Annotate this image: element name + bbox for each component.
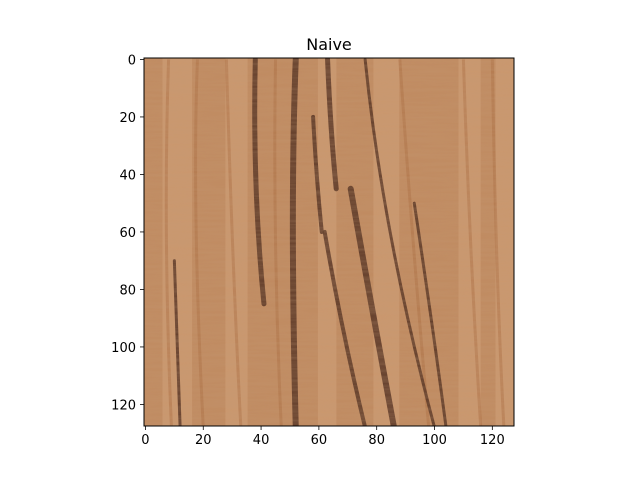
y-tick-label: 80 xyxy=(119,283,136,298)
y-tick-label: 60 xyxy=(119,226,136,241)
y-tick-label: 0 xyxy=(128,53,136,68)
wood-texture-image xyxy=(144,58,514,426)
x-tick-label: 0 xyxy=(141,433,149,448)
y-tick-label: 40 xyxy=(119,168,136,183)
x-tick-label: 100 xyxy=(422,433,447,448)
x-tick-label: 60 xyxy=(311,433,328,448)
x-axis: 0 20 40 60 80 100 120 xyxy=(141,426,505,448)
chart-title: Naive xyxy=(306,35,352,54)
x-tick-label: 40 xyxy=(253,433,270,448)
y-tick-label: 120 xyxy=(111,398,136,413)
x-tick-label: 120 xyxy=(480,433,505,448)
y-axis: 0 20 40 60 80 100 120 xyxy=(111,53,144,413)
texture-noise xyxy=(144,58,514,426)
y-tick-label: 100 xyxy=(111,341,136,356)
x-tick-label: 20 xyxy=(195,433,212,448)
plot-frame xyxy=(143,57,515,427)
x-tick-label: 80 xyxy=(368,433,385,448)
y-tick-label: 20 xyxy=(119,111,136,126)
